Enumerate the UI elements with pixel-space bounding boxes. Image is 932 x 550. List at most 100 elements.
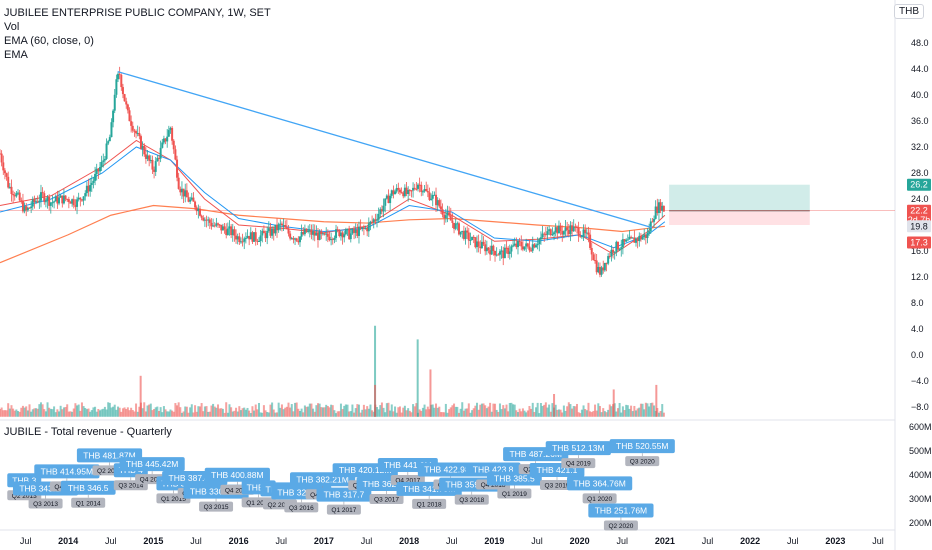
volume-bar bbox=[158, 411, 161, 417]
candle-body bbox=[303, 228, 306, 235]
volume-bar bbox=[472, 408, 475, 417]
candle-body bbox=[138, 132, 141, 137]
volume-bar bbox=[474, 405, 477, 417]
revenue-value-label: THB 387.41M bbox=[169, 473, 221, 483]
volume-bar bbox=[526, 410, 529, 417]
candle-body bbox=[585, 232, 588, 234]
candle-body bbox=[95, 168, 98, 175]
volume-bar bbox=[153, 408, 156, 417]
volume-bar bbox=[569, 404, 572, 417]
candle-body bbox=[92, 180, 95, 183]
volume-bar bbox=[0, 407, 3, 417]
volume-bar bbox=[95, 411, 98, 417]
volume-spike bbox=[612, 389, 615, 417]
candle-body bbox=[387, 195, 390, 204]
volume-bar bbox=[336, 411, 339, 417]
candle-body bbox=[164, 138, 167, 142]
candle-body bbox=[584, 229, 587, 234]
volume-bar bbox=[533, 411, 536, 417]
volume-bar bbox=[125, 409, 128, 417]
candle-body bbox=[644, 234, 647, 238]
x-tick-label: Jul bbox=[20, 536, 32, 546]
volume-bar bbox=[276, 412, 279, 417]
candle-body bbox=[344, 229, 347, 235]
candle-body bbox=[433, 194, 436, 196]
volume-bar bbox=[438, 406, 441, 417]
candle-body bbox=[226, 228, 229, 236]
candle-body bbox=[418, 184, 421, 186]
candle-body bbox=[59, 195, 62, 198]
quarter-label: Q1 2014 bbox=[76, 500, 101, 507]
volume-bar bbox=[530, 408, 533, 417]
candle-body bbox=[356, 229, 359, 236]
candle-body bbox=[533, 244, 536, 248]
currency-badge[interactable]: THB bbox=[894, 4, 924, 19]
candle-body bbox=[657, 202, 660, 213]
candle-body bbox=[176, 159, 179, 178]
y-tick-label: 24.0 bbox=[911, 194, 929, 204]
candle-body bbox=[341, 232, 344, 238]
volume-bar bbox=[541, 405, 544, 417]
candle-body bbox=[13, 195, 16, 197]
candle-body bbox=[49, 202, 52, 206]
candle-body bbox=[292, 238, 295, 240]
volume-bar bbox=[554, 404, 557, 417]
volume-bar bbox=[76, 405, 79, 417]
volume-bar bbox=[594, 404, 597, 417]
candle-body bbox=[302, 231, 305, 235]
candle-body bbox=[23, 206, 26, 212]
candle-body bbox=[313, 231, 316, 236]
volume-bar bbox=[331, 405, 334, 417]
revenue-value-label: THB 512.13M bbox=[552, 443, 604, 453]
volume-bar bbox=[453, 403, 456, 417]
candle-body bbox=[610, 249, 613, 257]
candle-body bbox=[556, 227, 559, 234]
volume-bar bbox=[433, 407, 436, 417]
candle-body bbox=[189, 199, 192, 202]
candle-body bbox=[395, 187, 398, 192]
volume-bar bbox=[436, 407, 439, 417]
volume-spike bbox=[553, 394, 556, 417]
vol-label: Vol bbox=[4, 21, 20, 33]
volume-bar bbox=[169, 409, 172, 417]
revenue-value-bg bbox=[588, 503, 654, 518]
volume-bar bbox=[464, 408, 467, 417]
candle-body bbox=[549, 229, 552, 236]
candle-body bbox=[613, 251, 616, 253]
candle-body bbox=[649, 221, 652, 232]
volume-bar bbox=[369, 404, 372, 417]
volume-bar bbox=[444, 403, 447, 417]
candle-body bbox=[336, 229, 339, 231]
candle-body bbox=[231, 229, 234, 236]
candle-body bbox=[362, 227, 365, 229]
volume-bar bbox=[143, 402, 146, 417]
volume-bar bbox=[159, 407, 162, 417]
candle-body bbox=[621, 239, 624, 248]
candle-body bbox=[651, 221, 654, 223]
candle-body bbox=[572, 226, 575, 232]
volume-bar bbox=[476, 402, 479, 417]
candle-body bbox=[80, 199, 83, 201]
volume-bar bbox=[136, 411, 139, 417]
candle-body bbox=[113, 94, 116, 111]
volume-bar bbox=[54, 412, 57, 417]
candle-body bbox=[357, 226, 360, 236]
candle-body bbox=[587, 232, 590, 235]
candle-body bbox=[225, 229, 228, 236]
volume-bar bbox=[431, 404, 434, 417]
volume-bar bbox=[74, 403, 77, 417]
volume-bar bbox=[146, 405, 149, 417]
volume-bar bbox=[84, 407, 87, 417]
volume-bar bbox=[271, 402, 274, 417]
volume-bar bbox=[212, 403, 215, 417]
volume-bar bbox=[394, 406, 397, 417]
quarter-label-bg bbox=[199, 501, 234, 512]
volume-bar bbox=[49, 408, 52, 417]
candle-body bbox=[56, 196, 59, 204]
candle-body bbox=[66, 199, 69, 201]
volume-bar bbox=[502, 405, 505, 417]
candle-body bbox=[400, 192, 403, 194]
volume-bar bbox=[43, 409, 46, 417]
volume-bar bbox=[497, 411, 500, 417]
